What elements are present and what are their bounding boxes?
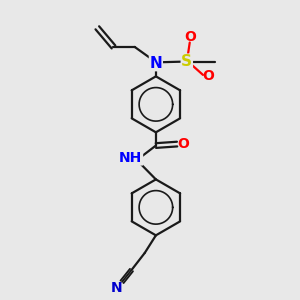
Text: NH: NH	[119, 151, 142, 165]
Text: N: N	[149, 56, 162, 70]
Text: O: O	[202, 69, 214, 83]
Text: O: O	[178, 137, 190, 151]
Text: N: N	[111, 281, 122, 295]
Text: O: O	[184, 30, 196, 44]
Text: S: S	[181, 54, 192, 69]
